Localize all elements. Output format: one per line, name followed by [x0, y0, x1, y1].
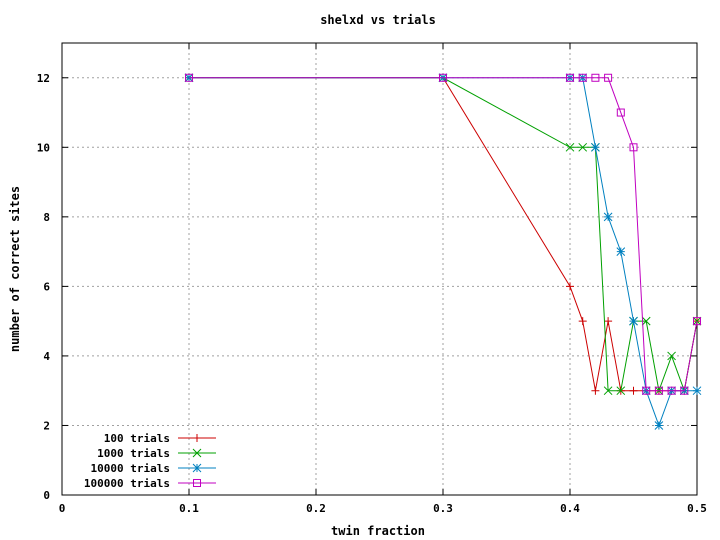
square-marker: [193, 479, 201, 487]
cross-marker: [192, 448, 202, 458]
y-tick-label: 12: [37, 72, 50, 85]
star-marker: [192, 463, 202, 473]
square-marker: [667, 386, 676, 395]
x-tick-label: 0.1: [179, 502, 199, 515]
plus-marker: [578, 317, 587, 326]
series-line: [189, 77, 698, 392]
square-marker: [604, 73, 613, 82]
square-marker: [654, 386, 663, 395]
legend-entry: 100 trials: [104, 432, 216, 445]
legend-entry: 10000 trials: [91, 462, 216, 475]
x-tick-label: 0.2: [306, 502, 326, 515]
square-marker: [693, 317, 701, 326]
square-marker: [629, 143, 638, 152]
legend-entry: 100000 trials: [84, 477, 216, 490]
star-marker: [654, 421, 664, 430]
y-tick-label: 0: [43, 489, 50, 502]
cross-marker: [603, 386, 613, 396]
square-marker: [616, 108, 625, 117]
plus-marker: [193, 434, 201, 442]
star-marker: [591, 142, 600, 152]
square-marker: [591, 73, 600, 82]
y-tick-label: 10: [37, 141, 50, 154]
chart-title: shelxd vs trials: [320, 13, 436, 27]
square-marker: [566, 73, 574, 82]
y-axis-title: number of correct sites: [8, 186, 22, 352]
x-tick-label: 0.4: [560, 502, 580, 515]
star-marker: [692, 386, 702, 396]
grid: [62, 43, 697, 495]
legend-entry: 1000 trials: [97, 447, 216, 460]
cross-marker: [641, 316, 651, 326]
star-marker: [616, 247, 626, 256]
plus-marker: [629, 386, 638, 395]
y-tick-label: 6: [43, 280, 50, 293]
square-marker: [680, 386, 689, 395]
legend: 100 trials 1000 trials 10000 trials 100000 …: [84, 432, 216, 490]
square-marker: [185, 73, 193, 82]
y-tick-label: 2: [43, 419, 50, 432]
x-axis-title: twin fraction: [331, 524, 425, 538]
series-group: [184, 73, 702, 430]
series-3: [185, 73, 701, 395]
cross-marker: [616, 386, 626, 396]
x-tick-label: 0: [59, 502, 66, 515]
square-marker: [642, 386, 651, 395]
cross-marker: [565, 142, 575, 152]
x-tick-label: 0.5: [687, 502, 707, 515]
axis-ticks: 0 0.1 0.2 0.3 0.4 0.5 0 2 4 6 8 10 12: [37, 43, 707, 515]
plot-frame: [61, 42, 698, 496]
star-marker: [603, 212, 613, 222]
legend-label: 1000 trials: [97, 447, 170, 460]
plus-marker: [591, 386, 600, 395]
legend-label: 10000 trials: [91, 462, 170, 475]
square-marker: [439, 73, 447, 82]
star-marker: [629, 316, 638, 326]
cross-marker: [578, 142, 588, 152]
plus-marker: [604, 317, 613, 326]
cross-marker: [667, 351, 676, 361]
legend-label: 100000 trials: [84, 477, 170, 490]
y-tick-label: 4: [43, 350, 50, 363]
y-tick-label: 8: [43, 211, 50, 224]
plus-marker: [566, 282, 574, 291]
square-marker: [578, 73, 587, 82]
legend-label: 100 trials: [104, 432, 170, 445]
x-tick-label: 0.3: [433, 502, 453, 515]
